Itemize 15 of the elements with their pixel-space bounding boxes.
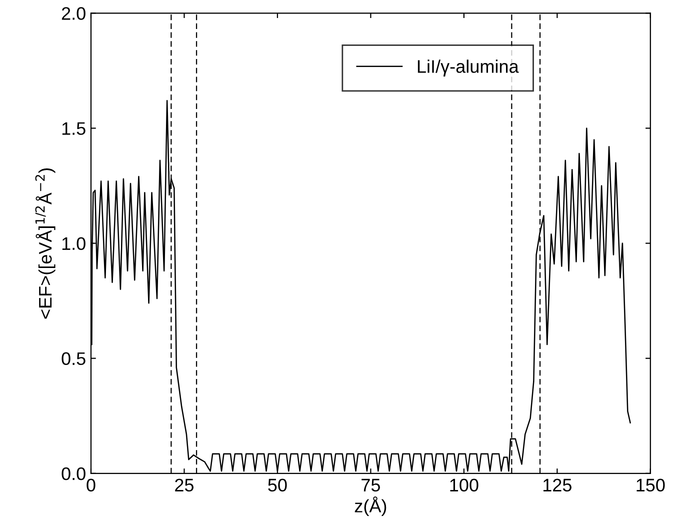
x-tick-label: 0 — [86, 478, 96, 492]
x-tick-label: 125 — [543, 478, 572, 492]
x-axis-title: z(Å) — [354, 496, 386, 516]
y-tick-label: 0.5 — [62, 352, 86, 366]
y-tick-label: 2.0 — [62, 7, 86, 20]
x-tick-label: 25 — [175, 478, 194, 492]
x-tick-label: 50 — [268, 478, 287, 492]
x-tick-label: 100 — [450, 478, 478, 492]
y-axis-title: <EF>([eVÅ]$^{1/2}$Å$^{−2}$) — [35, 168, 56, 319]
x-tick-label: 150 — [636, 478, 665, 492]
legend-label: LiI/γ-alumina — [418, 60, 519, 76]
x-tick-label: 75 — [362, 478, 380, 492]
y-tick-label: 1.0 — [62, 237, 86, 250]
y-tick-label: 1.5 — [62, 122, 86, 135]
y-tick-label: 0.0 — [62, 467, 86, 480]
